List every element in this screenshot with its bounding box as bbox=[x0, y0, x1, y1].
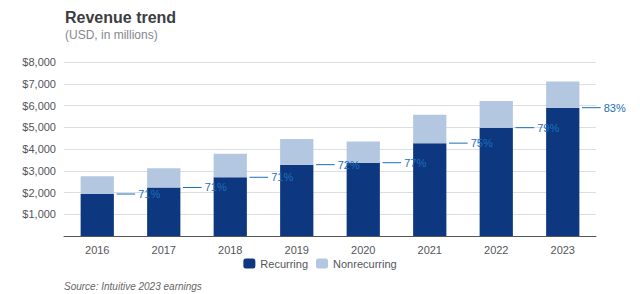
svg-text:79%: 79% bbox=[537, 122, 559, 134]
svg-text:2016: 2016 bbox=[85, 244, 109, 256]
svg-text:Nonrecurring: Nonrecurring bbox=[333, 258, 397, 270]
svg-text:72%: 72% bbox=[338, 159, 360, 171]
svg-text:71%: 71% bbox=[205, 181, 227, 193]
svg-text:71%: 71% bbox=[138, 188, 160, 200]
svg-text:$1,000: $1,000 bbox=[22, 208, 56, 220]
svg-text:$6,000: $6,000 bbox=[22, 100, 56, 112]
svg-text:$5,000: $5,000 bbox=[22, 121, 56, 133]
svg-text:2021: 2021 bbox=[418, 244, 442, 256]
svg-text:71%: 71% bbox=[271, 171, 293, 183]
svg-text:$7,000: $7,000 bbox=[22, 78, 56, 90]
svg-text:Revenue trend: Revenue trend bbox=[65, 9, 176, 26]
svg-text:2023: 2023 bbox=[551, 244, 575, 256]
svg-text:2017: 2017 bbox=[152, 244, 176, 256]
svg-text:$8,000: $8,000 bbox=[22, 56, 56, 68]
svg-text:Source: Intuitive 2023 earning: Source: Intuitive 2023 earnings bbox=[64, 281, 202, 292]
svg-text:$4,000: $4,000 bbox=[22, 143, 56, 155]
svg-text:$2,000: $2,000 bbox=[22, 187, 56, 199]
svg-text:Recurring: Recurring bbox=[260, 258, 308, 270]
svg-text:83%: 83% bbox=[604, 102, 626, 114]
svg-text:(USD, in millions): (USD, in millions) bbox=[65, 28, 158, 42]
svg-text:2018: 2018 bbox=[218, 244, 242, 256]
svg-text:2019: 2019 bbox=[285, 244, 309, 256]
svg-text:2020: 2020 bbox=[351, 244, 375, 256]
svg-text:75%: 75% bbox=[471, 137, 493, 149]
svg-text:2022: 2022 bbox=[484, 244, 508, 256]
svg-text:$3,000: $3,000 bbox=[22, 165, 56, 177]
svg-text:77%: 77% bbox=[404, 157, 426, 169]
